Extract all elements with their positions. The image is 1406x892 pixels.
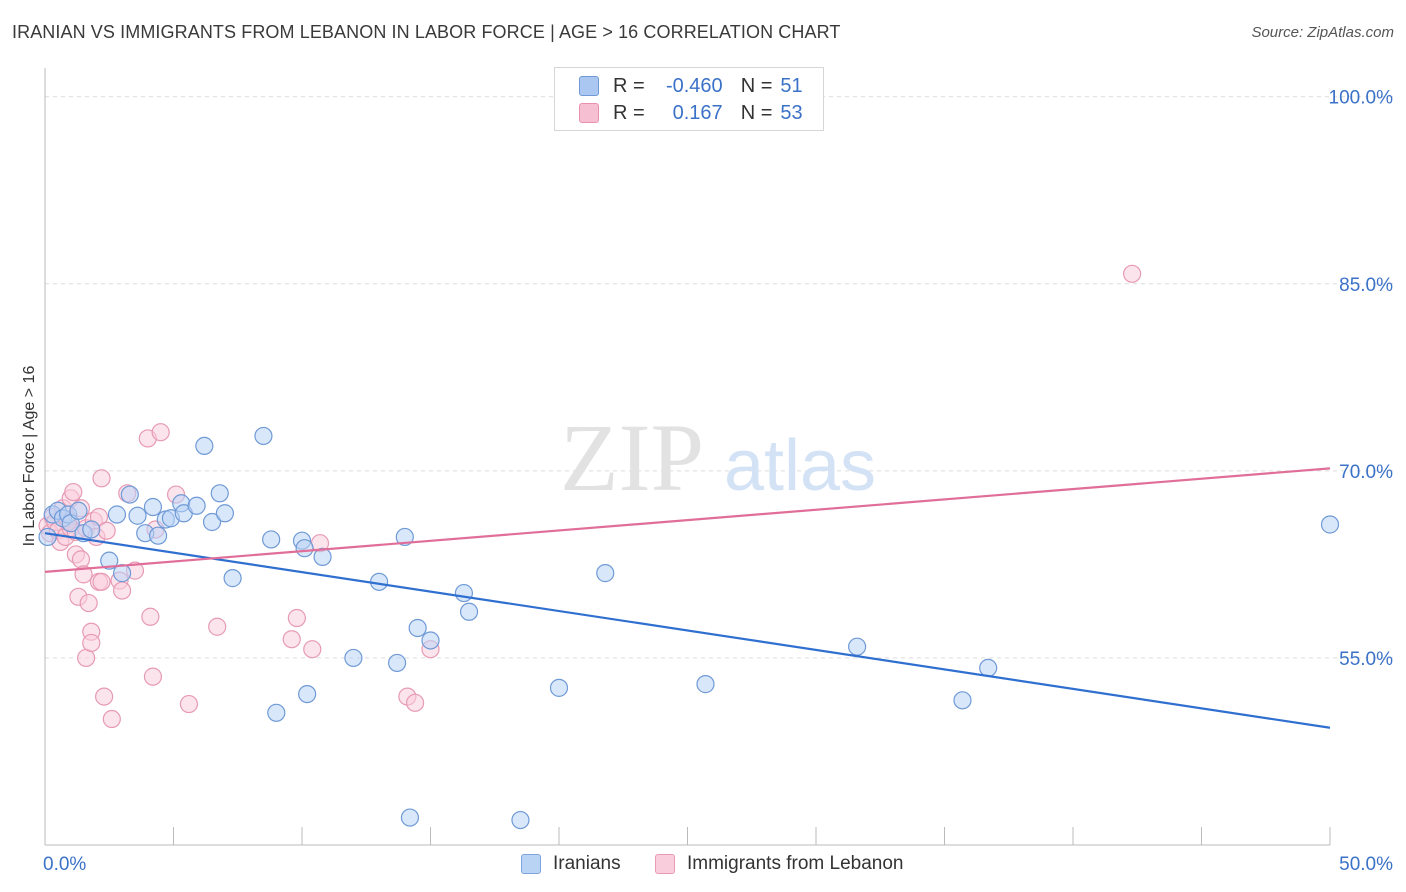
iranian-point bbox=[848, 637, 867, 656]
legend-label-lebanon: Immigrants from Lebanon bbox=[687, 853, 904, 874]
y-tick-label: 70.0% bbox=[1339, 462, 1393, 483]
iranian-point bbox=[100, 551, 119, 570]
tick-labels: 55.0% 70.0% 85.0% 100.0% 0.0% 50.0% bbox=[43, 88, 1393, 875]
iranian-point bbox=[344, 648, 363, 668]
legend-swatch-lebanon bbox=[579, 103, 599, 123]
legend-n-value: 51 bbox=[780, 74, 803, 97]
watermark-atlas: atlas bbox=[724, 426, 876, 506]
y-tick-label: 100.0% bbox=[1329, 88, 1394, 109]
lebanon-point bbox=[102, 709, 121, 729]
watermark-zip: ZIP bbox=[560, 404, 704, 511]
x-tick-label: 50.0% bbox=[1339, 854, 1393, 875]
legend-r-label: R = bbox=[613, 74, 645, 97]
legend-swatch-iranians bbox=[579, 76, 599, 96]
grid-lines bbox=[45, 96, 1395, 659]
lebanon-point bbox=[92, 572, 111, 591]
lebanon-point bbox=[1123, 264, 1142, 283]
lebanon-point bbox=[141, 607, 160, 626]
lebanon-point bbox=[64, 482, 83, 502]
lebanon-point bbox=[208, 617, 227, 636]
iranian-point bbox=[38, 527, 57, 547]
legend-r-value: 0.167 bbox=[672, 101, 723, 124]
legend-n-value: 53 bbox=[780, 101, 803, 124]
iranian-point bbox=[202, 512, 222, 532]
iranian-point bbox=[400, 808, 420, 827]
legend-row-lebanon: R = 0.167 N = 53 bbox=[579, 100, 803, 126]
legend-n-label: N = bbox=[740, 74, 773, 97]
iranian-point bbox=[313, 547, 332, 567]
iranian-point bbox=[254, 426, 273, 446]
iranian-point bbox=[421, 631, 440, 650]
legend-r-label: R = bbox=[613, 101, 645, 124]
iranian-point bbox=[387, 653, 407, 673]
data-points bbox=[38, 264, 1340, 830]
lebanon-point bbox=[95, 687, 114, 706]
lebanon-point bbox=[92, 469, 111, 488]
iranian-point bbox=[459, 602, 479, 621]
iranian-point bbox=[1320, 515, 1340, 534]
iranian-point bbox=[979, 658, 998, 678]
correlation-legend: R = -0.460 N = 51 R = 0.167 N = 53 bbox=[554, 67, 824, 131]
lebanon-point bbox=[143, 667, 163, 686]
iranian-point bbox=[223, 569, 242, 588]
lebanon-point bbox=[79, 593, 98, 613]
y-tick-label: 85.0% bbox=[1339, 275, 1393, 296]
iranian-point bbox=[408, 618, 427, 638]
iranian-point bbox=[143, 497, 163, 517]
zipatlas-watermark: ZIP atlas bbox=[560, 404, 876, 511]
lebanon-point bbox=[179, 694, 199, 714]
legend-n-label: N = bbox=[740, 101, 773, 124]
iranian-point bbox=[295, 539, 314, 558]
lebanon-point bbox=[82, 633, 101, 653]
trend-lines bbox=[44, 467, 1331, 729]
lebanon-point bbox=[287, 608, 306, 628]
iranian-point bbox=[696, 675, 715, 694]
lebanon-point bbox=[405, 693, 425, 712]
legend-label-iranians: Iranians bbox=[553, 853, 621, 874]
lebanon-point bbox=[303, 640, 322, 659]
iranian-point bbox=[549, 678, 569, 697]
y-tick-label: 55.0% bbox=[1339, 649, 1393, 670]
legend-swatch-iranians bbox=[521, 854, 541, 874]
iranian-point bbox=[454, 583, 474, 603]
x-tick-label: 0.0% bbox=[43, 854, 86, 875]
lebanon-point bbox=[151, 423, 170, 442]
iranian-point bbox=[215, 504, 234, 523]
iranian-point bbox=[298, 684, 317, 704]
legend-r-value: -0.460 bbox=[665, 74, 723, 97]
lebanon-trend-line bbox=[44, 467, 1331, 573]
axes bbox=[44, 68, 1331, 846]
iranian-point bbox=[395, 527, 414, 547]
iranian-point bbox=[953, 691, 972, 710]
lebanon-point bbox=[97, 521, 116, 540]
chart-title: IRANIAN VS IMMIGRANTS FROM LEBANON IN LA… bbox=[12, 22, 841, 42]
iranian-point bbox=[195, 436, 214, 456]
iranian-point bbox=[267, 703, 286, 722]
iranian-point bbox=[69, 501, 88, 520]
iranian-point bbox=[596, 564, 615, 583]
iranian-point bbox=[187, 496, 206, 515]
lebanon-point bbox=[71, 550, 91, 569]
iranian-trend-line bbox=[44, 532, 1331, 729]
legend-swatch-lebanon bbox=[655, 854, 675, 874]
iranian-point bbox=[128, 506, 147, 525]
iranian-point bbox=[82, 520, 101, 539]
iranian-point bbox=[148, 526, 168, 545]
source-credit: Source: ZipAtlas.com bbox=[1251, 24, 1394, 41]
legend-item-iranians[interactable]: Iranians bbox=[521, 851, 621, 877]
legend-row-iranians: R = -0.460 N = 51 bbox=[579, 73, 803, 99]
iranian-point bbox=[107, 505, 127, 524]
lebanon-point bbox=[282, 630, 301, 649]
iranian-point bbox=[511, 810, 530, 830]
iranian-point bbox=[262, 530, 281, 549]
lebanon-point bbox=[112, 581, 132, 600]
iranian-point bbox=[210, 484, 229, 503]
iranian-point bbox=[120, 485, 139, 504]
legend-item-lebanon[interactable]: Immigrants from Lebanon bbox=[655, 851, 904, 877]
